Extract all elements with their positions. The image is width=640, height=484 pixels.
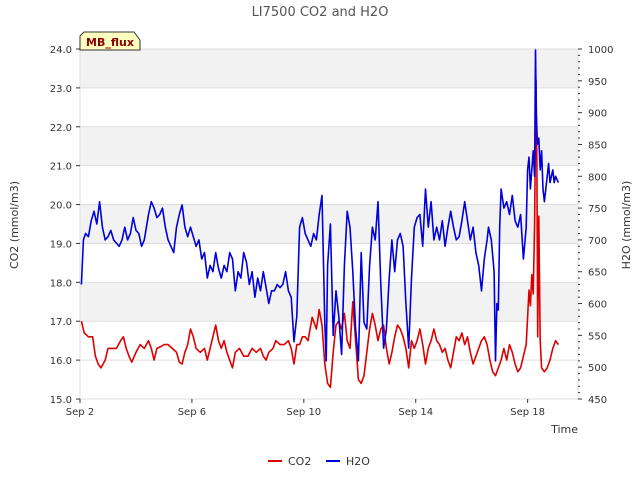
legend-label-co2: CO2 (288, 455, 311, 468)
y-tick-left-label: 17.0 (50, 317, 72, 328)
plot-frame (79, 48, 579, 400)
site-badge-shape (79, 31, 141, 51)
x-tick-label: Sep 18 (510, 407, 545, 418)
x-tick-label: Sep 10 (286, 407, 321, 418)
y-tick-right-label: 800 (588, 172, 607, 183)
left-y-ticks: 15.0 16.0 17.0 18.0 19.0 20.0 21.0 22.0 23.0 24.0 (50, 45, 80, 406)
y-axis-label-right: H2O (mmol/m3) (620, 181, 633, 270)
y-tick-left-label: 20.0 (50, 201, 72, 212)
y-tick-right-label: 900 (588, 109, 607, 120)
x-tick-label: Sep 2 (66, 407, 94, 418)
y-tick-left-label: 15.0 (50, 395, 72, 406)
y-tick-right-label: 1000 (588, 45, 613, 56)
y-tick-left-label: 23.0 (50, 84, 72, 95)
y-tick-left-label: 18.0 (50, 278, 72, 289)
y-tick-left-label: 16.0 (50, 356, 72, 367)
right-y-ticks: 450 500 550 600 650 700 750 800 850 900 950 1000 (578, 45, 613, 406)
x-axis-label: Time (550, 423, 578, 436)
y-tick-right-label: 500 (588, 363, 607, 374)
x-ticks: Sep 2 Sep 6 Sep 10 Sep 14 Sep 18 (66, 399, 545, 418)
background-band (80, 126, 578, 166)
legend-label-h2o: H2O (346, 455, 370, 468)
y-tick-left-label: 21.0 (50, 162, 72, 173)
y-tick-right-label: 650 (588, 268, 607, 279)
y-axis-label-left: CO2 (mmol/m3) (8, 181, 21, 269)
y-tick-left-label: 22.0 (50, 123, 72, 134)
y-tick-right-label: 750 (588, 204, 607, 215)
background-band (80, 282, 578, 322)
background-bands (80, 49, 578, 322)
y-tick-right-label: 850 (588, 140, 607, 151)
y-tick-right-label: 950 (588, 77, 607, 88)
y-tick-left-label: 24.0 (50, 45, 72, 56)
legend-item-co2: CO2 (268, 455, 311, 468)
series-line-h2o (80, 48, 560, 362)
y-tick-right-label: 550 (588, 331, 607, 342)
chart-title: LI7500 CO2 and H2O (252, 5, 389, 20)
legend-item-h2o: H2O (326, 455, 370, 468)
legend: CO2 H2O (268, 455, 370, 468)
background-band (80, 49, 578, 88)
site-badge-label: MB_flux (86, 36, 134, 49)
y-tick-right-label: 700 (588, 236, 607, 247)
x-tick-label: Sep 6 (178, 407, 206, 418)
series-layer (80, 48, 560, 389)
x-tick-label: Sep 14 (398, 407, 433, 418)
site-badge: MB_flux (79, 31, 141, 51)
y-tick-left-label: 19.0 (50, 239, 72, 250)
y-tick-right-label: 600 (588, 300, 607, 311)
y-tick-right-label: 450 (588, 395, 607, 406)
series-line-co2 (80, 79, 560, 389)
